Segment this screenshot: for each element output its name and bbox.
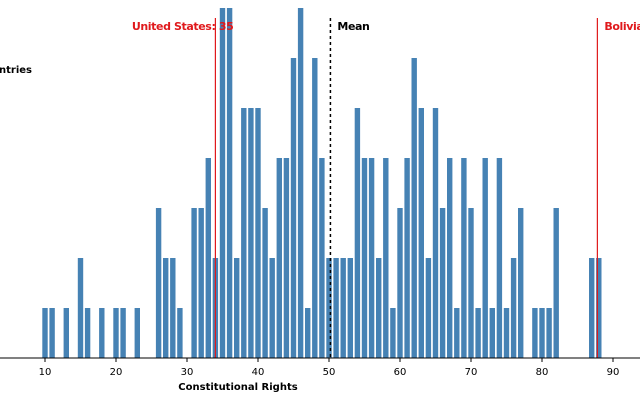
histogram-bar — [205, 158, 211, 358]
histogram-bar — [248, 108, 254, 358]
histogram-bar — [539, 308, 545, 358]
histogram-bar — [134, 308, 140, 358]
x-ticks-group: 10 20 30 40 50 60 70 80 90 — [39, 358, 620, 378]
histogram-bar — [454, 308, 460, 358]
histogram-bar — [425, 258, 432, 358]
reference-line-label: United States: 35 — [132, 20, 234, 33]
histogram-bar — [312, 58, 318, 358]
x-tick-label: 20 — [110, 367, 123, 378]
histogram-bar — [42, 308, 48, 358]
histogram-bar — [347, 258, 353, 358]
histogram-bar — [290, 58, 297, 358]
bars-group — [42, 8, 602, 358]
histogram-bar — [518, 208, 524, 358]
y-axis-title: ntries — [0, 65, 32, 76]
histogram-bar — [596, 258, 602, 358]
x-tick-label: 80 — [536, 367, 549, 378]
histogram-bar — [262, 208, 268, 358]
histogram-bar — [177, 308, 183, 358]
histogram-bar — [170, 258, 176, 358]
histogram-bar — [319, 158, 325, 358]
x-axis-title: Constitutional Rights — [178, 382, 297, 393]
x-tick-label: 10 — [39, 367, 52, 378]
histogram-bar — [234, 258, 240, 358]
histogram-bar — [305, 308, 311, 358]
histogram-bar — [532, 308, 538, 358]
histogram-bar — [333, 258, 339, 358]
histogram-bar — [99, 308, 105, 358]
histogram-bar — [461, 158, 467, 358]
histogram-bar — [255, 108, 261, 358]
x-tick-label: 30 — [181, 367, 194, 378]
histogram-bar — [297, 8, 304, 358]
reference-line-label: Bolivia — [604, 20, 640, 33]
x-tick-label: 60 — [394, 367, 407, 378]
histogram-bar — [326, 258, 332, 358]
histogram-bar — [496, 158, 503, 358]
histogram-bar — [49, 308, 55, 358]
histogram-bar — [489, 308, 495, 358]
x-tick-label: 90 — [607, 367, 620, 378]
histogram-bar — [269, 258, 275, 358]
histogram-bar — [241, 108, 247, 358]
histogram-bar — [276, 158, 282, 358]
histogram-bar — [361, 158, 368, 358]
histogram-bar — [390, 308, 396, 358]
x-tick-label: 50 — [323, 367, 336, 378]
histogram-bar — [163, 258, 169, 358]
histogram-bar — [553, 208, 559, 358]
x-tick-label: 40 — [252, 367, 265, 378]
x-tick-label: 70 — [465, 367, 478, 378]
histogram-bar — [155, 208, 162, 358]
histogram-bar — [432, 108, 439, 358]
histogram-bar — [219, 8, 226, 358]
histogram-bar — [447, 158, 453, 358]
histogram-bar — [404, 158, 410, 358]
histogram-bar — [411, 58, 417, 358]
histogram-bar — [84, 308, 91, 358]
histogram-bar — [439, 208, 446, 358]
histogram-bar — [113, 308, 119, 358]
histogram-bar — [475, 308, 481, 358]
reference-line-label: Mean — [337, 20, 369, 33]
histogram-bar — [226, 8, 233, 358]
histogram-bar — [77, 258, 84, 358]
histogram-bar — [63, 308, 69, 358]
histogram-bar — [368, 158, 375, 358]
histogram-bar — [510, 258, 517, 358]
histogram-bar — [383, 158, 389, 358]
reference-lines-group: United States: 35 Mean Bolivia — [132, 18, 640, 358]
histogram-bar — [354, 108, 361, 358]
histogram-bar — [468, 208, 474, 358]
histogram-bar — [198, 208, 204, 358]
histogram-bar — [283, 158, 290, 358]
histogram-bar — [589, 258, 595, 358]
histogram-bar — [503, 308, 510, 358]
histogram-bar — [340, 258, 346, 358]
histogram-bar — [376, 258, 382, 358]
histogram-bar — [120, 308, 126, 358]
histogram-bar — [546, 308, 552, 358]
histogram-bar — [397, 208, 403, 358]
histogram-bar — [191, 208, 197, 358]
histogram-bar — [482, 158, 488, 358]
histogram-bar — [418, 108, 424, 358]
